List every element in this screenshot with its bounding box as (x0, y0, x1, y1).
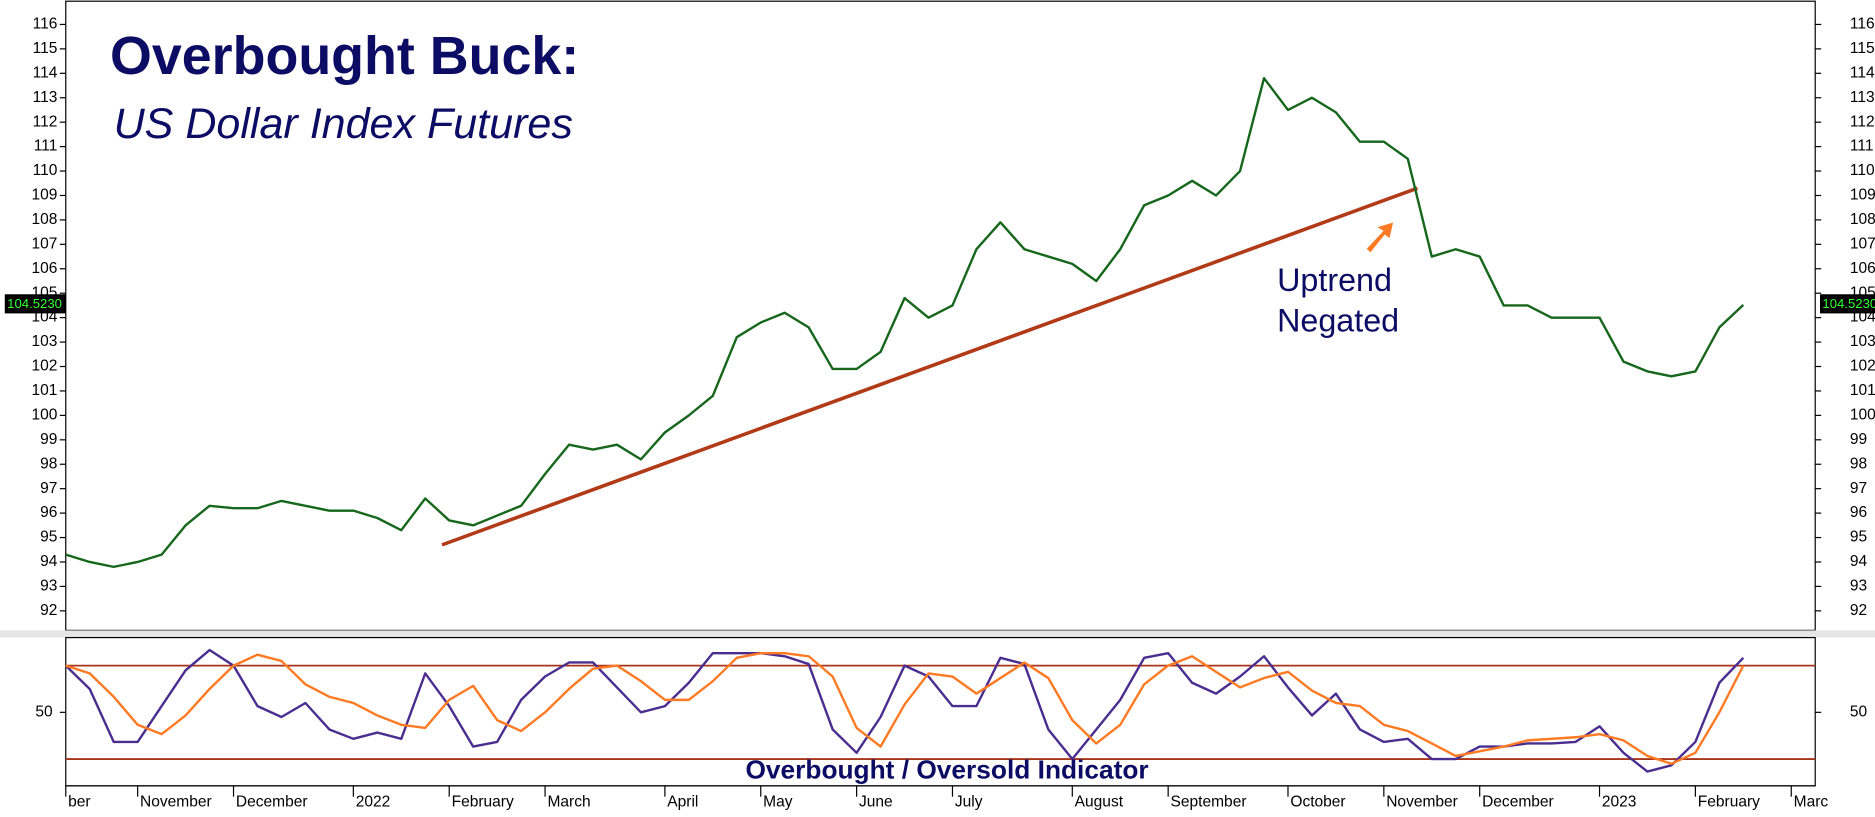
y-tick-label: 93 (40, 578, 57, 595)
annotation-arrow (1366, 222, 1394, 253)
x-tick-label: March (547, 794, 590, 811)
chart-subtitle: US Dollar Index Futures (114, 100, 573, 148)
y-tick-label: 96 (40, 504, 57, 521)
indicator-title: Overbought / Oversold Indicator (745, 754, 1148, 784)
last-price-tag: 104.5230 (1819, 294, 1875, 314)
x-tick-label: August (1075, 794, 1124, 811)
y-tick-label: 110 (1850, 162, 1875, 179)
panel-divider (0, 630, 1875, 638)
y-tick-label: 114 (33, 64, 58, 81)
last-price-label: 104.5230 (1822, 296, 1875, 311)
y-tick-label: 113 (33, 89, 58, 106)
y-tick-label: 115 (33, 40, 58, 57)
x-tick-label: Marc (1794, 794, 1829, 811)
y-tick-label: 106 (1850, 260, 1875, 277)
x-tick-label: November (140, 794, 212, 811)
y-tick-label: 106 (31, 260, 57, 277)
price-line (65, 76, 1745, 569)
y-tick-label: 96 (1850, 504, 1867, 521)
y-tick-label: 108 (31, 211, 57, 228)
y-tick-label: 100 (1850, 406, 1875, 423)
trendline (441, 186, 1419, 547)
y-tick-label: 99 (40, 431, 57, 448)
annotation: Uptrend (1277, 262, 1392, 298)
y-tick-label: 116 (33, 16, 58, 33)
y-tick-label: 107 (1850, 235, 1875, 252)
y-tick-label: 112 (33, 113, 58, 130)
x-tick-label: February (1698, 794, 1760, 811)
y-tick-label: 111 (1850, 138, 1874, 155)
y-tick-label: 94 (40, 553, 58, 570)
y-tick-label: 112 (1850, 113, 1875, 130)
y-tick-label: 110 (33, 162, 58, 179)
y-tick-label: 92 (1850, 602, 1867, 619)
tag-box (1819, 294, 1875, 314)
y-tick-label: 113 (1850, 89, 1875, 106)
y-tick-label: 109 (1850, 187, 1875, 204)
y-tick-label: 98 (40, 455, 57, 472)
last-price-label: 104.5230 (7, 296, 62, 311)
y-tick-label: 101 (31, 382, 57, 399)
y-tick-label: 103 (31, 333, 57, 350)
x-tick-label: ber (68, 794, 90, 811)
y-tick-label: 93 (1850, 578, 1867, 595)
y-tick-label: 98 (1850, 455, 1867, 472)
x-tick-label: May (763, 794, 793, 811)
x-tick-label: September (1171, 794, 1247, 811)
y-tick-label: 100 (31, 406, 57, 423)
tag-box (4, 294, 66, 314)
indicator-line (65, 651, 1745, 765)
y-tick-label: 102 (31, 358, 57, 375)
y-tick-label: 50 (1850, 703, 1868, 720)
y-tick-label: 95 (40, 529, 57, 546)
x-tick-label: December (1482, 794, 1554, 811)
chart-title: Overbought Buck: (110, 26, 579, 86)
annotation: Negated (1277, 303, 1399, 339)
x-tick-label: December (236, 794, 308, 811)
y-tick-label: 111 (34, 138, 58, 155)
last-price-tag: 104.5230 (4, 294, 66, 314)
y-tick-label: 108 (1850, 211, 1875, 228)
y-tick-label: 50 (35, 703, 53, 720)
x-tick-label: April (667, 794, 698, 811)
x-tick-label: July (955, 794, 983, 811)
y-tick-label: 116 (1850, 16, 1875, 33)
y-tick-label: 102 (1850, 358, 1875, 375)
x-tick-label: November (1386, 794, 1458, 811)
y-tick-label: 103 (1850, 333, 1875, 350)
x-tick-label: February (452, 794, 514, 811)
y-tick-label: 92 (40, 602, 57, 619)
y-tick-label: 107 (31, 235, 57, 252)
y-tick-label: 94 (1850, 553, 1868, 570)
y-tick-label: 115 (1850, 40, 1875, 57)
y-tick-label: 95 (1850, 529, 1867, 546)
y-tick-label: 97 (40, 480, 57, 497)
x-tick-label: October (1290, 794, 1345, 811)
y-tick-label: 114 (1850, 64, 1875, 81)
y-tick-label: 97 (1850, 480, 1867, 497)
x-tick-label: 2023 (1602, 794, 1637, 811)
y-tick-label: 99 (1850, 431, 1867, 448)
x-tick-label: June (859, 794, 893, 811)
y-tick-label: 109 (31, 187, 57, 204)
x-tick-label: 2022 (356, 794, 391, 811)
y-tick-label: 101 (1850, 382, 1875, 399)
